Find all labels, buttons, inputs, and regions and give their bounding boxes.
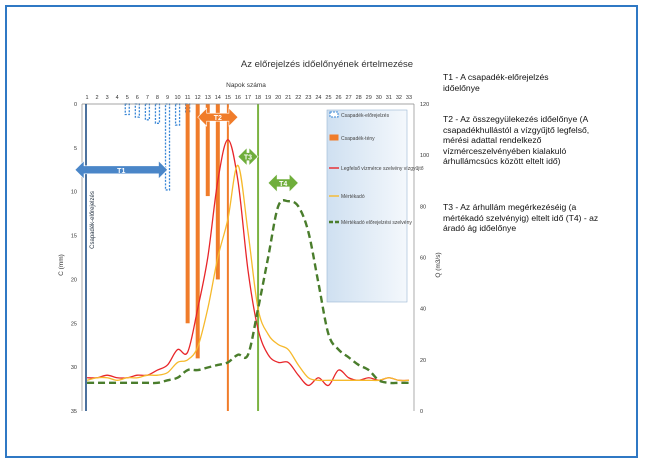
series-line [87, 199, 409, 385]
x-tick-label: 29 [366, 95, 372, 101]
x-tick-label: 2 [96, 95, 99, 101]
precip-bar [154, 103, 161, 124]
note-t3: T3 - Az árhullám megérkezéséig (a mérték… [443, 202, 599, 234]
x-tick-label: 27 [346, 95, 352, 101]
x-tick-label: 26 [335, 95, 341, 101]
left-tick-label: 35 [71, 409, 77, 415]
x-tick-label: 30 [376, 95, 382, 101]
x-tick-label: 1 [85, 95, 88, 101]
precip-bar [174, 103, 181, 126]
legend-label: Legfelső vízmérce szelvény vízgyűjtő [341, 166, 424, 172]
right-tick-label: 20 [420, 358, 426, 364]
x-tick-label: 6 [136, 95, 139, 101]
arrow-t2 [197, 107, 239, 127]
x-tick-label: 31 [386, 95, 392, 101]
legend-label: Mértékadó [341, 194, 365, 200]
x-tick-label: 15 [225, 95, 231, 101]
arrow-t3-label: T3 [244, 155, 252, 162]
precip-bar [124, 103, 130, 116]
x-tick-label: 5 [126, 95, 129, 101]
left-axis-label: C (mm) [58, 254, 65, 276]
left-tick-label: 20 [71, 277, 77, 283]
x-tick-label: 33 [406, 95, 412, 101]
precip-bar [195, 104, 200, 359]
x-tick-label: 8 [156, 95, 159, 101]
note-t2: T2 - Az összegyülekezés időelőnye (A csa… [443, 114, 590, 167]
left-tick-label: 25 [71, 321, 77, 327]
x-tick-label: 13 [205, 95, 211, 101]
left-tick-label: 30 [71, 365, 77, 371]
arrow-t2-label: T2 [214, 115, 222, 122]
x-tick-label: 23 [305, 95, 311, 101]
x-tick-label: 12 [195, 95, 201, 101]
x-tick-label: 9 [166, 95, 169, 101]
precip-bar [205, 104, 210, 197]
arrow-t4-label: T4 [279, 181, 287, 188]
right-axis-label: Q (m3/s) [435, 252, 442, 277]
legend-label: Csapadék-előrejelzés [341, 113, 390, 119]
precip-bar [215, 104, 220, 280]
right-tick-label: 100 [420, 153, 429, 159]
precip-bar [134, 103, 140, 118]
x-tick-label: 17 [245, 95, 251, 101]
precip-bar [144, 103, 151, 121]
x-tick-label: 32 [396, 95, 402, 101]
x-tick-label: 28 [356, 95, 362, 101]
chart-title: Az előrejelzés időelőnyének értelmezése [241, 59, 413, 70]
right-tick-label: 120 [420, 102, 429, 108]
note-t1: T1 - A csapadék-előrejelzés időelőnye [443, 72, 549, 93]
x-tick-label: 25 [325, 95, 331, 101]
precip-bar [185, 104, 190, 324]
x-tick-label: 18 [255, 95, 261, 101]
arrow-t3 [237, 146, 259, 167]
x-tick-label: 24 [315, 95, 321, 101]
arrow-t1 [74, 160, 168, 180]
series-line [86, 164, 409, 382]
x-tick-label: 20 [275, 95, 281, 101]
precip-bar [164, 103, 171, 191]
left-tick-label: 10 [71, 190, 77, 196]
x-tick-label: 11 [185, 95, 191, 101]
legend-label: Mértékadó előrejelzési szelvény [341, 220, 412, 226]
x-tick-label: 4 [116, 95, 119, 101]
forecast-start-label: Csapadék-előrejelzés [90, 191, 96, 249]
arrow-t1-label: T1 [117, 168, 125, 175]
right-tick-label: 40 [420, 307, 426, 313]
legend-swatch [329, 111, 339, 118]
x-tick-label: 14 [215, 95, 221, 101]
x-axis-label: Napok száma [226, 82, 266, 89]
x-tick-label: 19 [265, 95, 271, 101]
left-tick-label: 15 [71, 234, 77, 240]
right-tick-label: 80 [420, 204, 426, 210]
left-tick-label: 5 [74, 146, 77, 152]
legend-swatch [329, 134, 339, 141]
right-tick-label: 0 [420, 409, 423, 415]
x-tick-label: 10 [175, 95, 181, 101]
right-tick-label: 60 [420, 256, 426, 262]
x-tick-label: 16 [235, 95, 241, 101]
arrow-t4 [267, 173, 299, 193]
left-tick-label: 0 [74, 102, 77, 108]
legend-box [326, 109, 408, 303]
x-tick-label: 7 [146, 95, 149, 101]
x-tick-label: 3 [106, 95, 109, 101]
x-tick-label: 22 [295, 95, 301, 101]
legend-label: Csapadék-tény [341, 136, 375, 142]
x-tick-label: 21 [285, 95, 291, 101]
